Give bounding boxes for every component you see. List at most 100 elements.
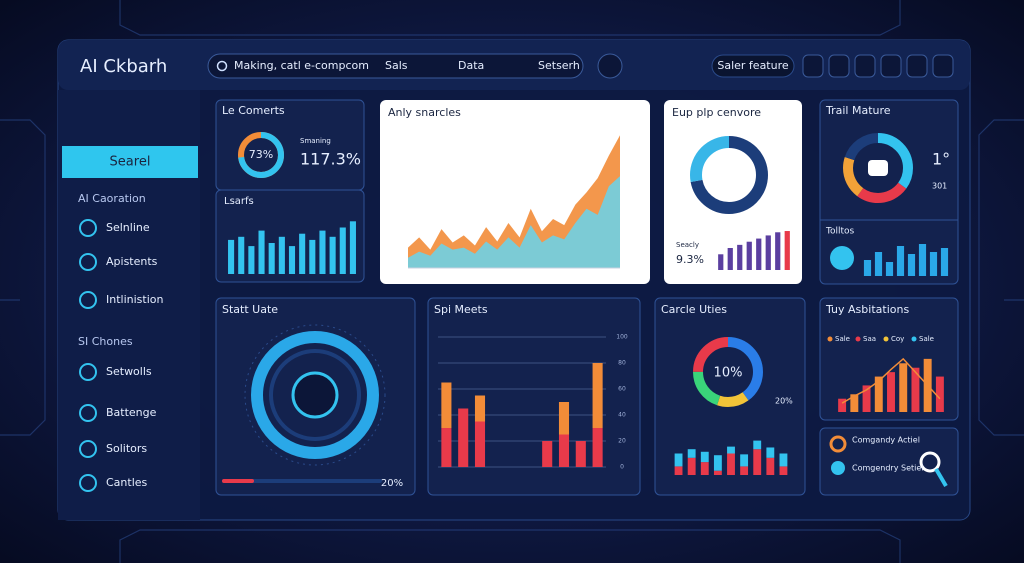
bar-segment: [674, 453, 683, 467]
toolbar-icon[interactable]: [802, 54, 824, 78]
panel-title: Eup plp cenvore: [672, 106, 761, 119]
bar: [784, 231, 790, 270]
feature-button-label: Saler feature: [717, 59, 789, 72]
bar-segment: [740, 466, 749, 475]
bar: [907, 254, 916, 276]
bar: [838, 398, 847, 412]
bar: [258, 230, 265, 274]
bar: [238, 236, 245, 274]
toolbar-icon[interactable]: [828, 54, 850, 78]
sidebar-icon: [79, 404, 97, 422]
stat-label: Smaning: [300, 137, 331, 145]
bar-segment: [779, 466, 788, 475]
sidebar-item[interactable]: Battenge: [106, 406, 157, 419]
panel-title: Tuy Asbitations: [825, 303, 909, 316]
y-tick-label: 60: [618, 386, 626, 393]
bar: [918, 244, 927, 276]
bar: [862, 385, 871, 412]
toolbar-icon[interactable]: [906, 54, 928, 78]
donut-icon: [868, 160, 888, 176]
bar: [911, 367, 920, 412]
donut-segment: [843, 133, 913, 203]
search-box[interactable]: [207, 53, 584, 79]
bar-segment: [700, 451, 709, 463]
sidebar-item[interactable]: Solitors: [106, 442, 147, 455]
legend-label: Sale: [835, 335, 850, 343]
bar: [935, 376, 944, 412]
bar: [339, 227, 346, 274]
donut-segment: [693, 337, 763, 407]
bar-segment: [753, 440, 762, 450]
bar: [874, 376, 883, 412]
bar-segment: [766, 447, 775, 458]
bar: [268, 243, 275, 274]
panel: [819, 427, 959, 496]
search-text: Making, catl e-compcom: [234, 59, 369, 72]
donut-segment: [693, 337, 763, 407]
sidebar-icon: [79, 219, 97, 237]
toolbar-icon[interactable]: [880, 54, 902, 78]
sidebar-icon: [79, 363, 97, 381]
bar: [929, 252, 938, 276]
bar-segment: [441, 382, 452, 428]
bar: [756, 238, 762, 270]
action-item[interactable]: Comgandy Actiel: [852, 436, 920, 445]
sidebar-active[interactable]: [62, 146, 198, 178]
stat-value: 301: [932, 182, 947, 191]
sidebar-item[interactable]: Cantles: [106, 476, 148, 489]
search-magnifier: [934, 467, 948, 488]
progress-value: [222, 479, 254, 483]
bar: [874, 252, 883, 276]
feature-button[interactable]: [711, 54, 795, 78]
bar: [863, 260, 872, 276]
bar: [765, 235, 771, 270]
sidebar-icon: [79, 291, 97, 309]
sidebar-active-label: Searel: [110, 155, 151, 170]
icon-button[interactable]: [597, 53, 623, 79]
bar-segment: [687, 449, 696, 458]
sidebar-group-title: AI Caoration: [78, 192, 146, 205]
panel: [819, 297, 959, 421]
y-tick-label: 20: [618, 438, 626, 445]
sidebar-item[interactable]: Selnline: [106, 221, 150, 234]
donut-segment: [843, 133, 913, 203]
bar: [850, 394, 859, 412]
bar-segment: [474, 395, 486, 422]
y-tick-label: 40: [618, 412, 626, 419]
action-item[interactable]: Comgendry Setiel: [852, 464, 924, 473]
donut-side-label: 20%: [775, 397, 793, 406]
legend-swatch: [883, 336, 889, 342]
bar: [718, 254, 724, 270]
bar: [885, 262, 894, 276]
panel-title: Anly snarcles: [388, 106, 461, 119]
legend-swatch: [911, 336, 917, 342]
panel-title: Le Comerts: [222, 104, 285, 117]
bar: [940, 248, 949, 276]
toolbar-icon[interactable]: [932, 54, 954, 78]
bar-segment: [542, 441, 553, 467]
nav-item[interactable]: Sals: [385, 59, 408, 72]
icon: [829, 435, 847, 453]
sidebar-item[interactable]: Apistents: [106, 255, 158, 268]
donut-segment: [843, 133, 913, 203]
nav-item[interactable]: Data: [458, 59, 484, 72]
bar: [299, 233, 306, 274]
bar: [228, 239, 235, 274]
bar-segment: [727, 446, 735, 454]
sidebar-icon: [79, 253, 97, 271]
bar: [746, 241, 752, 270]
y-tick-label: 100: [616, 334, 628, 341]
legend-swatch: [827, 336, 833, 342]
toolbar-icon[interactable]: [854, 54, 876, 78]
bar: [737, 244, 743, 270]
music-icon: [830, 246, 854, 270]
search-icon: [216, 60, 228, 72]
bar: [899, 363, 908, 412]
sidebar-item[interactable]: Intlinistion: [106, 293, 163, 306]
nav-item[interactable]: Setserh: [538, 59, 580, 72]
sidebar-item[interactable]: Setwolls: [106, 365, 152, 378]
legend-label: Sale: [919, 335, 934, 343]
bar: [329, 236, 336, 274]
legend-label: Coy: [891, 335, 904, 343]
